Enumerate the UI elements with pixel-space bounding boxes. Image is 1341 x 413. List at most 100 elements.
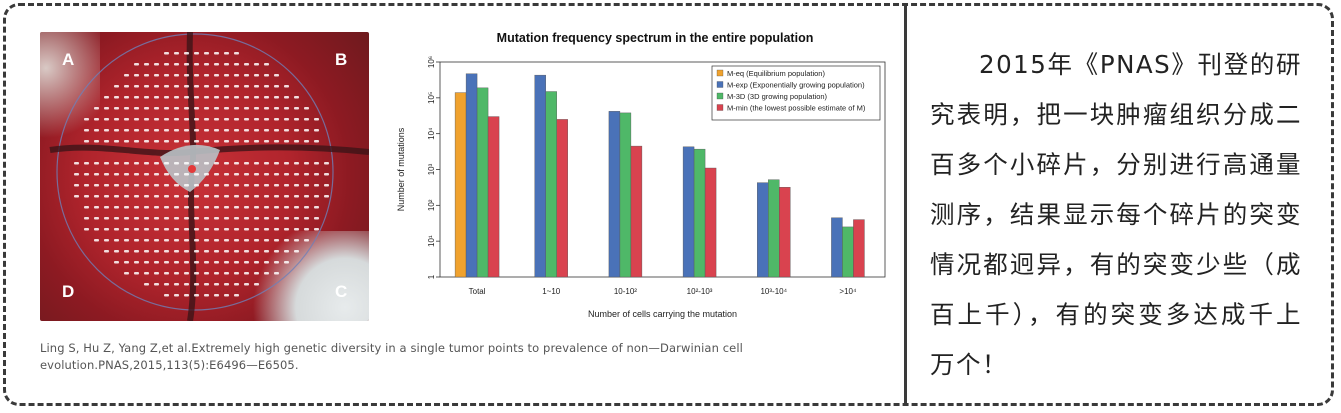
sample-dot [164,118,169,121]
bar [454,92,467,278]
sample-dot [104,228,109,231]
sample-dot [194,63,199,66]
sample-dot [184,294,189,297]
sample-dot [234,294,239,297]
sample-dot [304,239,309,242]
sample-dot [274,118,279,121]
sample-dot [244,217,249,220]
sample-dot [184,206,189,209]
sample-dot [94,217,99,220]
sample-dot [84,184,89,187]
outer-frame [3,3,1334,406]
sample-dot [164,250,169,253]
bar [768,179,780,278]
sample-dot [234,228,239,231]
sample-dot [284,228,289,231]
sample-dot [214,107,219,110]
sample-dot [234,118,239,121]
chart-title: Mutation frequency spectrum in the entir… [496,31,814,45]
legend-swatch [716,92,724,100]
sample-dot [124,85,129,88]
sample-dot [94,140,99,143]
sample-dot [254,140,259,143]
sample-dot [144,239,149,242]
sample-dot [164,294,169,297]
bar-chart: 1 10¹ 10² 10³ 10⁴ 10⁵ 10⁶ Number of mutations To… [396,56,886,319]
sample-dot [234,85,239,88]
sample-dot [234,96,239,99]
sample-dot [84,118,89,121]
sample-dot [164,195,169,198]
sample-dot [234,184,239,187]
y-tick-label: 10² [427,199,436,211]
sample-dot [164,184,169,187]
sample-dot [264,140,269,143]
sample-dot [254,74,259,77]
sample-dot [134,74,139,77]
sample-dot [124,173,129,176]
sample-dot [134,239,139,242]
sample-dot [114,228,119,231]
sample-dot [134,63,139,66]
sample-dot [144,129,149,132]
sample-dot [154,74,159,77]
sample-dot [234,283,239,286]
bar [534,74,546,278]
sample-dot [274,140,279,143]
sample-dot [114,162,119,165]
sample-dot [284,85,289,88]
sample-dot [134,107,139,110]
sample-dot [284,107,289,110]
sample-dot [214,217,219,220]
sample-dot [124,228,129,231]
sample-dot [154,63,159,66]
sample-dot [224,184,229,187]
sample-dot [164,107,169,110]
sample-dot [144,74,149,77]
sample-dot [214,96,219,99]
sample-dot [254,162,259,165]
sample-dot [284,217,289,220]
sample-dot [194,294,199,297]
sample-dot [254,118,259,121]
sample-dot [94,239,99,242]
sample-dot [264,272,269,275]
sample-dot [164,239,169,242]
sample-dot [234,129,239,132]
sample-dot [144,217,149,220]
sample-dot [254,63,259,66]
sample-dot [184,52,189,55]
sample-dot [154,261,159,264]
sample-dot [204,140,209,143]
sample-dot [174,261,179,264]
sample-dot [134,96,139,99]
sample-dot [74,184,79,187]
sample-dot [114,173,119,176]
legend-swatch [716,81,724,88]
sample-dot [274,162,279,165]
tumor-section-drawing [49,32,369,321]
sample-dot [144,140,149,143]
sample-dot [274,228,279,231]
sample-dot [304,107,309,110]
sample-dot [234,74,239,77]
sample-dot [194,74,199,77]
sample-dot [104,206,109,209]
legend-entry: M-exp (Exponentially growing population) [727,81,865,90]
sample-dot [124,272,129,275]
sample-dot [144,206,149,209]
sample-dot [234,272,239,275]
sample-dot [154,250,159,253]
photo-label-b: B [335,50,348,69]
sample-dot [184,239,189,242]
sample-dot [164,74,169,77]
sample-dot [214,63,219,66]
sample-dot [134,206,139,209]
sample-dot [274,85,279,88]
sample-dot [124,118,129,121]
y-tick-label: 10¹ [427,235,436,247]
sample-dot [184,63,189,66]
sample-dot [184,129,189,132]
sample-dot [284,96,289,99]
sample-dot [234,195,239,198]
